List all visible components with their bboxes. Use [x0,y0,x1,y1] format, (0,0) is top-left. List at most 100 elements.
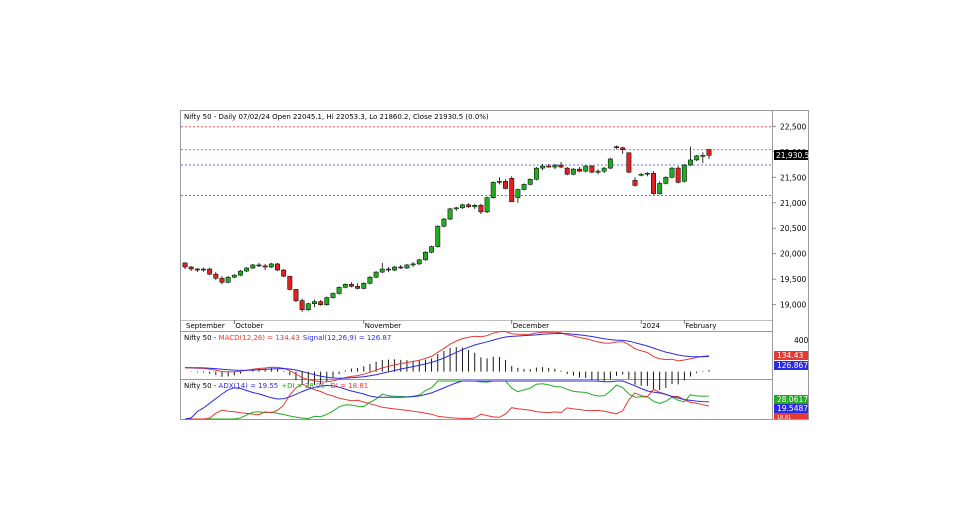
candle-body [546,165,552,168]
candle-body [336,287,342,294]
candle-body [515,189,521,198]
candle-body [404,264,410,269]
date-label: November [365,322,402,330]
last-price-badge [774,150,808,160]
candle-body [533,167,539,180]
candle-body [213,273,219,279]
candle-body [669,167,675,178]
signal-value-label: 126.867 [777,361,808,370]
candle-body [262,265,268,268]
date-label: February [685,322,716,330]
candle-body [324,297,330,305]
signal-legend-label: Signal(12,26,9) = 126.87 [303,334,392,342]
price-tick-label: 19,500 [780,275,806,284]
candle-body [490,182,496,198]
pdi-value-badge [774,395,808,404]
candle-body [552,164,558,168]
candle-body [614,146,619,148]
date-label: October [235,322,263,330]
candle-body [422,251,428,261]
candle-body [281,269,287,277]
candle-body [651,172,656,194]
signal-value-badge [774,361,808,370]
candle-body [219,277,225,283]
candle-body [299,300,305,311]
price-tick-label: 22,500 [780,122,806,131]
candle-body [355,286,361,289]
macd-panel-label: Nifty 50 - [184,334,219,342]
candle-body [577,168,582,172]
candle-body [657,183,663,194]
signal-line [185,332,710,379]
minus-di-line [185,383,710,420]
candle-body [503,181,509,189]
candle-body [398,266,404,269]
candle-body [293,289,299,301]
ndi-legend-label: -DI = 18.81 [328,382,368,390]
chart-title: Nifty 50 - Daily 07/02/24 Open 22045.1, … [184,113,489,121]
candle-body [429,246,435,253]
candle-body [570,168,576,175]
price-tick-label: 20,500 [780,224,806,233]
candle-body [373,271,379,278]
adx-panel-label: Nifty 50 - [184,382,219,390]
candle-body [626,152,632,173]
price-tick-label: 21,000 [780,199,806,208]
candle-body [194,268,200,271]
candle-body [244,267,250,272]
date-axis: September October November December 2024 Febr… [186,320,716,330]
pdi-legend-label: +DI = 28.06 [281,382,325,390]
candle-body [447,208,453,220]
ndi-value-label: 18.81 [777,415,791,421]
candle-body [663,177,669,184]
candle-body [268,263,274,268]
candle-body [595,170,601,173]
candle-body [287,275,293,290]
candle-body [256,264,262,267]
candle-body [472,205,478,208]
candle-body [348,284,354,287]
candle-body [392,266,398,271]
price-tick-label: 21,500 [780,173,806,182]
date-label: December [513,322,549,330]
pdi-value-label: 28.0617 [777,395,808,404]
candle-body [182,262,188,268]
candle-body [201,268,206,271]
macd-value-badge [774,351,808,360]
candle-body [416,259,422,265]
candle-body [484,197,490,213]
macd-value-label: 134.43 [777,351,803,360]
candle-body [527,179,533,185]
candle-body [466,204,472,208]
candle-body [681,164,687,182]
ndi-value-badge [774,413,808,419]
candle-body [706,149,712,156]
right-axis-frame [772,110,809,420]
candle-body [632,180,638,186]
adx-line [184,380,710,420]
adx-legend-label: ADX(14) = 19.55 [219,382,279,390]
candle-body [540,165,546,169]
candle-body [638,173,644,176]
candle-body [379,268,385,273]
macd-legend-label: MACD(12,26) = 134.43 [219,334,300,342]
macd-legend: Nifty 50 - MACD(12,26) = 134.43 Signal(12… [184,334,391,342]
candle-body [275,263,280,271]
adx-value-label: 19.5487 [777,404,808,413]
candle-body [688,159,693,166]
candle-body [312,301,317,304]
candle-body [238,270,243,276]
candle-body [207,268,213,275]
date-label: 2024 [642,322,660,330]
candle-body [459,204,465,209]
candle-body [521,184,527,190]
price-panel-frame [180,110,773,332]
macd-tick: 400 [794,336,809,345]
candle-body [225,276,231,283]
candle-body [330,293,336,298]
reference-lines [181,126,772,197]
candle-body [589,165,595,173]
price-tick-label: 20,000 [780,250,806,259]
candle-body [231,274,237,278]
